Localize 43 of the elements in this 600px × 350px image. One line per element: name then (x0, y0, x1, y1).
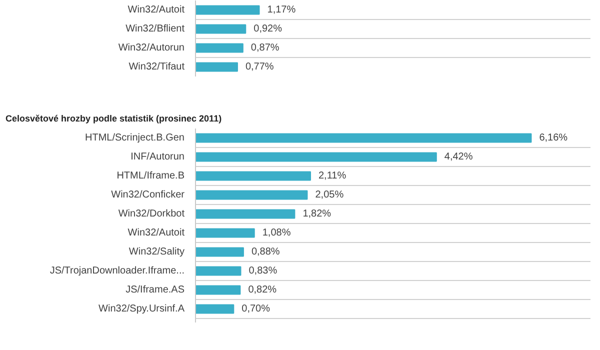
y-tick-label: Win32/Conficker (111, 190, 186, 200)
y-tick-label: HTML/Scrinject.B.Gen (85, 132, 185, 144)
bar (196, 266, 242, 276)
data-label: 0,87% (250, 42, 280, 54)
data-label: 6,16% (539, 132, 568, 144)
bar (196, 5, 260, 15)
y-tick-label: HTML/Iframe.B (116, 170, 185, 182)
data-label: 2,05% (315, 190, 344, 200)
bar (196, 209, 296, 219)
data-label: 0,83% (248, 266, 278, 276)
y-tick-label: Win32/Spy.Ursinf.A (98, 304, 185, 314)
bar (196, 304, 234, 314)
data-label: 1,17% (267, 4, 296, 16)
bar (196, 133, 532, 143)
data-label: 0,92% (254, 24, 282, 34)
y-tick-label: Win32/Sality (128, 246, 184, 258)
data-label: 4,42% (444, 152, 473, 162)
y-tick-label: Win32/Autorun (118, 42, 185, 54)
bar (196, 43, 244, 53)
data-label: 0,88% (251, 246, 280, 258)
data-label: 1,82% (302, 208, 332, 220)
data-label: 2,11% (318, 170, 346, 182)
bar (196, 62, 238, 72)
y-tick-label: Win32/Autoit (128, 228, 185, 238)
data-label: 1,08% (262, 228, 291, 238)
text: Celosvětové hrozby podle statistik (prosinec 2011) (6, 114, 222, 124)
bar (196, 152, 437, 162)
y-tick-label: Win32/Dorkbot (118, 208, 185, 220)
bar (196, 190, 308, 200)
y-tick-label: Win32/Tifaut (128, 62, 185, 72)
y-tick-label: Win32/Bflient (126, 24, 185, 34)
bar (196, 247, 244, 257)
data-label: 0,77% (245, 62, 274, 72)
y-tick-label: JS/Iframe.AS (126, 284, 185, 296)
data-label: 0,70% (242, 304, 270, 314)
y-tick-label: JS/TrojanDownloader.Iframe... (50, 266, 184, 276)
data-label: 0,82% (248, 284, 277, 296)
bar (196, 171, 311, 181)
bar (196, 228, 255, 238)
y-tick-label: INF/Autorun (130, 152, 185, 162)
y-tick-label: Win32/Autoit (128, 4, 185, 16)
bar (196, 285, 241, 295)
bar (196, 24, 246, 34)
